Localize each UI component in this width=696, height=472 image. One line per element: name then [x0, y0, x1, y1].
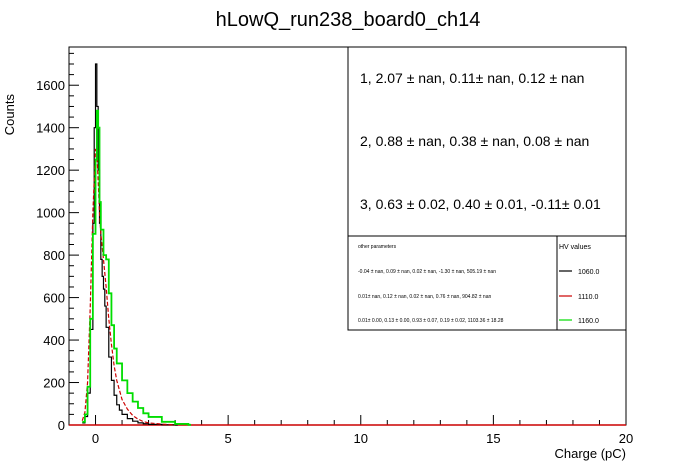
y-tick-label: 400: [43, 333, 65, 348]
chart-title: hLowQ_run238_board0_ch14: [216, 9, 481, 31]
y-tick-label: 200: [43, 376, 65, 391]
series-layer: [69, 63, 626, 426]
x-tick-label: 0: [92, 431, 99, 446]
x-tick-label: 10: [354, 431, 368, 446]
x-tick-label: 20: [619, 431, 633, 446]
x-tick-label: 5: [225, 431, 232, 446]
legend-label-1110: 1110.0: [578, 294, 598, 301]
x-axis-label: Charge (pC): [554, 446, 626, 461]
y-tick-label: 1600: [36, 78, 65, 93]
x-tick-label: 15: [486, 431, 500, 446]
legend-label-1160: 1160.0: [578, 318, 599, 325]
x-axis: 0 5 10 15 20: [68, 415, 633, 446]
other-parameters-row-1: -0.04 ± nan, 0.09 ± nan, 0.02 ± nan, -1.…: [358, 269, 496, 275]
y-tick-label: 1200: [36, 163, 65, 178]
series-line-1060.0: [82, 63, 178, 426]
y-axis-label: Counts: [2, 94, 17, 136]
other-parameters-header: other parameters: [358, 244, 397, 250]
fit-results-box: 1, 2.07 ± nan, 0.11± nan, 0.12 ± nan 2, …: [347, 46, 627, 237]
fit-result-2: 2, 0.88 ± nan, 0.38 ± nan, 0.08 ± nan: [360, 133, 589, 149]
y-tick-label: 600: [43, 291, 65, 306]
other-parameters-row-2: 0.01± nan, 0.12 ± nan, 0.02 ± nan, 0.76 …: [358, 294, 491, 300]
y-tick-label: 800: [43, 248, 65, 263]
fit-result-1: 1, 2.07 ± nan, 0.11± nan, 0.12 ± nan: [360, 70, 584, 86]
y-tick-label: 1400: [36, 121, 65, 136]
y-axis: 0 200 400 600 800 1000 1200 1400 1600: [36, 52, 79, 433]
legend-header: HV values: [559, 244, 591, 251]
series-line-1160.0: [82, 109, 192, 426]
other-parameters-box: other parameters -0.04 ± nan, 0.09 ± nan…: [347, 235, 558, 331]
fit-result-3: 3, 0.63 ± 0.02, 0.40 ± 0.01, -0.11± 0.01: [360, 196, 601, 212]
legend-label-1060: 1060.0: [578, 269, 600, 276]
y-tick-label: 1000: [36, 206, 65, 221]
series-line-1110.0: [81, 148, 176, 426]
legend: HV values 1060.0 1110.0 1160.0: [556, 235, 627, 331]
y-tick-label: 0: [58, 418, 65, 433]
other-parameters-row-3: 0.01± 0.00, 0.13 ± 0.00, 0.93 ± 0.07, 0.…: [358, 318, 504, 324]
